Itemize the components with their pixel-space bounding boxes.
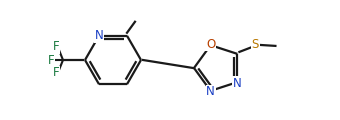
Text: N: N — [233, 77, 242, 90]
Text: O: O — [206, 38, 215, 51]
Text: S: S — [252, 38, 259, 51]
Text: N: N — [95, 29, 103, 42]
Text: F: F — [48, 54, 54, 66]
Text: F: F — [53, 41, 59, 54]
Text: F: F — [53, 66, 59, 79]
Text: N: N — [206, 85, 215, 98]
